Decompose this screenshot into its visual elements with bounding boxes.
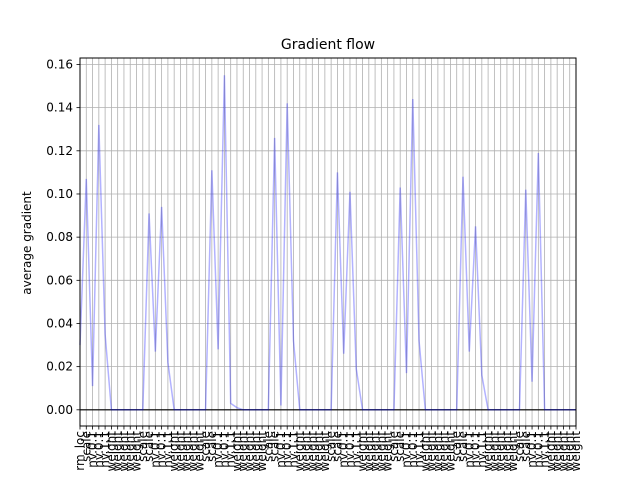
y-tick-label: 0.06 — [46, 273, 73, 287]
chart-title: Gradient flow — [281, 37, 375, 53]
x-tick-label: nv.1.1 — [538, 431, 552, 468]
vertical-gridlines — [79, 58, 577, 426]
x-tick-label: scale — [387, 431, 401, 462]
x-tick-label: nv.0.1 — [155, 431, 169, 468]
x-tick-label: nv.0.1 — [86, 431, 100, 468]
x-axis-ticks: rm_locscalenv.0.1nv.0.1nv.1.1weightweigh… — [73, 426, 583, 471]
x-tick-label: nv.0.1 — [531, 431, 545, 468]
x-tick-label: weight — [117, 431, 131, 472]
x-tick-label: weight — [374, 431, 388, 472]
x-tick-label: nv.0.1 — [343, 431, 357, 468]
x-tick-label: nv.0.1 — [406, 431, 420, 468]
x-tick-label: nv.0.1 — [211, 431, 225, 468]
plot-frame — [79, 57, 577, 427]
x-tick-label: nv.0.1 — [217, 431, 231, 468]
x-tick-label: weight — [243, 431, 257, 472]
x-tick-label: nv.0.1 — [337, 431, 351, 468]
x-tick-label: weight — [481, 431, 495, 472]
x-tick-label: weight — [173, 431, 187, 472]
x-tick-label: scale — [261, 431, 275, 462]
x-tick-label: weight — [431, 431, 445, 472]
x-tick-label: weight — [130, 431, 144, 472]
x-tick-label: scale — [205, 431, 219, 462]
x-tick-label: scale — [324, 431, 338, 462]
x-tick-label: weight — [494, 431, 508, 472]
x-tick-label: nv.0.1 — [274, 431, 288, 468]
x-tick-label: weight — [167, 431, 181, 472]
x-tick-label: weight — [255, 431, 269, 472]
x-tick-label: weight — [425, 431, 439, 472]
x-tick-label: weight — [569, 431, 583, 472]
x-tick-label: weight — [362, 431, 376, 472]
x-tick-label: weight — [305, 431, 319, 472]
x-tick-label: nv.1.1 — [412, 431, 426, 468]
x-tick-label: scale — [136, 431, 150, 462]
x-tick-label: scale — [330, 431, 344, 462]
x-tick-label: weight — [443, 431, 457, 472]
x-tick-label: weight — [104, 431, 118, 472]
x-tick-label: weight — [318, 431, 332, 472]
x-tick-label: nv.0.1 — [148, 431, 162, 468]
x-tick-label: nv.0.1 — [462, 431, 476, 468]
x-tick-label: scale — [142, 431, 156, 462]
x-tick-label: scale — [79, 431, 93, 462]
x-tick-label: weight — [236, 431, 250, 472]
x-tick-label: scale — [199, 431, 213, 462]
y-axis-label: average gradient — [20, 191, 34, 295]
x-tick-label: weight — [437, 431, 451, 472]
x-tick-label: nv.0.1 — [525, 431, 539, 468]
y-tick-label: 0.14 — [46, 101, 73, 115]
x-tick-label: nv.1.1 — [161, 431, 175, 468]
x-tick-label: rm_loc — [73, 431, 87, 471]
x-tick-label: weight — [356, 431, 370, 472]
x-tick-label: weight — [368, 431, 382, 472]
y-tick-label: 0.00 — [46, 403, 73, 417]
x-tick-label: scale — [393, 431, 407, 462]
x-tick-label: nv.1.1 — [349, 431, 363, 468]
x-tick-label: nv.1.1 — [98, 431, 112, 468]
x-tick-label: weight — [299, 431, 313, 472]
x-tick-label: weight — [312, 431, 326, 472]
x-tick-label: weight — [487, 431, 501, 472]
x-tick-label: nv.0.1 — [469, 431, 483, 468]
x-tick-label: scale — [268, 431, 282, 462]
x-tick-label: weight — [230, 431, 244, 472]
series-line — [79, 75, 576, 411]
y-tick-label: 0.10 — [46, 187, 73, 201]
x-tick-label: nv.1.1 — [286, 431, 300, 468]
x-tick-label: weight — [563, 431, 577, 472]
x-tick-label: weight — [506, 431, 520, 472]
y-tick-label: 0.02 — [46, 360, 73, 374]
x-tick-label: weight — [186, 431, 200, 472]
y-tick-label: 0.08 — [46, 230, 73, 244]
x-tick-label: scale — [450, 431, 464, 462]
y-tick-label: 0.04 — [46, 316, 73, 330]
x-tick-label: weight — [500, 431, 514, 472]
x-tick-label: weight — [418, 431, 432, 472]
x-tick-label: scale — [519, 431, 533, 462]
x-tick-label: weight — [556, 431, 570, 472]
x-tick-label: nv.0.1 — [399, 431, 413, 468]
y-tick-label: 0.16 — [46, 57, 73, 71]
x-tick-label: weight — [381, 431, 395, 472]
x-tick-label: weight — [123, 431, 137, 472]
x-tick-label: weight — [111, 431, 125, 472]
x-tick-label: nv.1.1 — [224, 431, 238, 468]
x-tick-label: weight — [550, 431, 564, 472]
x-tick-label: nv.0.1 — [92, 431, 106, 468]
x-tick-label: weight — [293, 431, 307, 472]
x-tick-label: weight — [249, 431, 263, 472]
x-tick-label: nv.1.1 — [475, 431, 489, 468]
y-tick-label: 0.12 — [46, 144, 73, 158]
x-tick-label: weight — [544, 431, 558, 472]
x-tick-label: weight — [192, 431, 206, 472]
y-axis-ticks: 0.00 0.02 0.04 0.06 0.08 0.10 0.12 0.14 0.16 — [46, 57, 80, 417]
x-tick-label: scale — [456, 431, 470, 462]
x-tick-label: scale — [512, 431, 526, 462]
x-tick-label: weight — [180, 431, 194, 472]
x-tick-label: nv.0.1 — [280, 431, 294, 468]
